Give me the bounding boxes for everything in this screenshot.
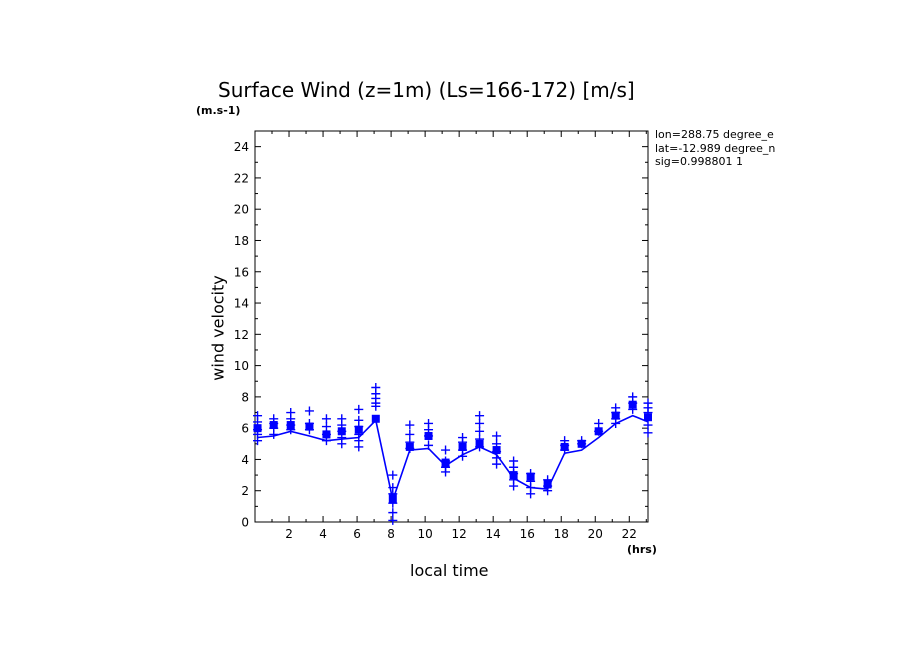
spread-marker: [286, 425, 296, 435]
y-tick-label: 4: [241, 453, 249, 467]
x-tick-label: 22: [622, 527, 637, 541]
spread-marker: [441, 467, 451, 477]
spread-marker: [321, 422, 331, 432]
spread-marker: [321, 414, 331, 424]
y-tick-label: 8: [241, 390, 249, 404]
spread-marker: [526, 469, 536, 479]
spread-marker: [388, 470, 398, 480]
spread-marker: [475, 411, 485, 421]
spread-marker: [371, 401, 381, 411]
spread-marker: [643, 428, 653, 438]
spread-marker: [388, 508, 398, 518]
x-tick-label: 16: [520, 527, 535, 541]
spread-marker: [354, 422, 364, 432]
spread-marker: [304, 425, 314, 435]
spread-marker: [388, 498, 398, 508]
y-tick-label: 12: [234, 328, 249, 342]
spread-marker: [475, 442, 485, 452]
spread-marker: [405, 429, 415, 439]
x-tick-label: 18: [554, 527, 569, 541]
x-axis-label: local time: [410, 561, 489, 580]
spread-marker: [388, 489, 398, 499]
spread-marker: [509, 481, 519, 491]
y-tick-label: 20: [234, 203, 249, 217]
spread-marker: [526, 489, 536, 499]
info-panel: lon=288.75 degree_e lat=-12.989 degree_n…: [655, 128, 779, 169]
x-tick-label: 2: [285, 527, 293, 541]
spread-marker: [304, 406, 314, 416]
spread-marker: [458, 451, 468, 461]
y-tick-label: 18: [234, 234, 249, 248]
spread-marker: [441, 445, 451, 455]
spread-marker: [560, 445, 570, 455]
spread-marker: [543, 486, 553, 496]
spread-marker: [424, 440, 434, 450]
y-tick-label: 22: [234, 171, 249, 185]
spread-marker: [492, 431, 502, 441]
spread-marker: [475, 434, 485, 444]
spread-marker: [611, 418, 621, 428]
spread-marker: [424, 431, 434, 441]
y-tick-label: 24: [234, 140, 249, 154]
spread-marker: [475, 418, 485, 428]
spread-marker: [354, 442, 364, 452]
spread-marker: [594, 426, 604, 436]
mean-marker: [371, 414, 380, 423]
x-tick-label: 20: [588, 527, 603, 541]
spread-marker: [577, 439, 587, 449]
spread-marker: [321, 436, 331, 446]
spread-marker: [492, 459, 502, 469]
spread-marker: [475, 426, 485, 436]
x-tick-label: 4: [319, 527, 327, 541]
spread-marker: [253, 417, 263, 427]
x-tick-label: 10: [417, 527, 432, 541]
mean-marker: [644, 413, 652, 422]
y-tick-label: 6: [241, 422, 249, 436]
spread-marker: [269, 429, 279, 439]
x-tick-label: 6: [353, 527, 361, 541]
marks-group: [253, 382, 653, 525]
mean-marker: [388, 494, 397, 503]
spread-marker: [643, 420, 653, 430]
x-tick-label: 12: [452, 527, 467, 541]
chart-title: Surface Wind (z=1m) (Ls=166-172) [m/s]: [218, 78, 635, 102]
spread-marker: [594, 418, 604, 428]
series-line: [257, 414, 649, 504]
spread-marker: [458, 437, 468, 447]
spread-marker: [337, 439, 347, 449]
y-tick-label: 10: [234, 359, 249, 373]
y-tick-label: 0: [241, 516, 249, 530]
x-tick-label: 8: [387, 527, 395, 541]
info-lon: lon=288.75 degree_e: [655, 128, 774, 141]
spread-marker: [405, 443, 415, 453]
y-axis-label: wind velocity: [208, 275, 228, 381]
y-tick-label: 14: [234, 297, 249, 311]
x-tick-label: 14: [486, 527, 501, 541]
spread-marker: [253, 436, 263, 446]
y-tick-label: 2: [241, 484, 249, 498]
x-unit-label: (hrs): [627, 543, 657, 556]
info-sig: sig=0.998801 1: [655, 155, 743, 168]
spread-marker: [492, 439, 502, 449]
spread-marker: [388, 515, 398, 525]
spread-marker: [405, 420, 415, 430]
spread-marker: [628, 404, 638, 414]
y-tick-label: 16: [234, 265, 249, 279]
y-unit-label: (m.s-1): [196, 104, 241, 117]
plot-frame: [254, 130, 649, 523]
spread-marker: [643, 408, 653, 418]
spread-marker: [354, 404, 364, 414]
info-lat: lat=-12.989 degree_n: [655, 141, 776, 155]
